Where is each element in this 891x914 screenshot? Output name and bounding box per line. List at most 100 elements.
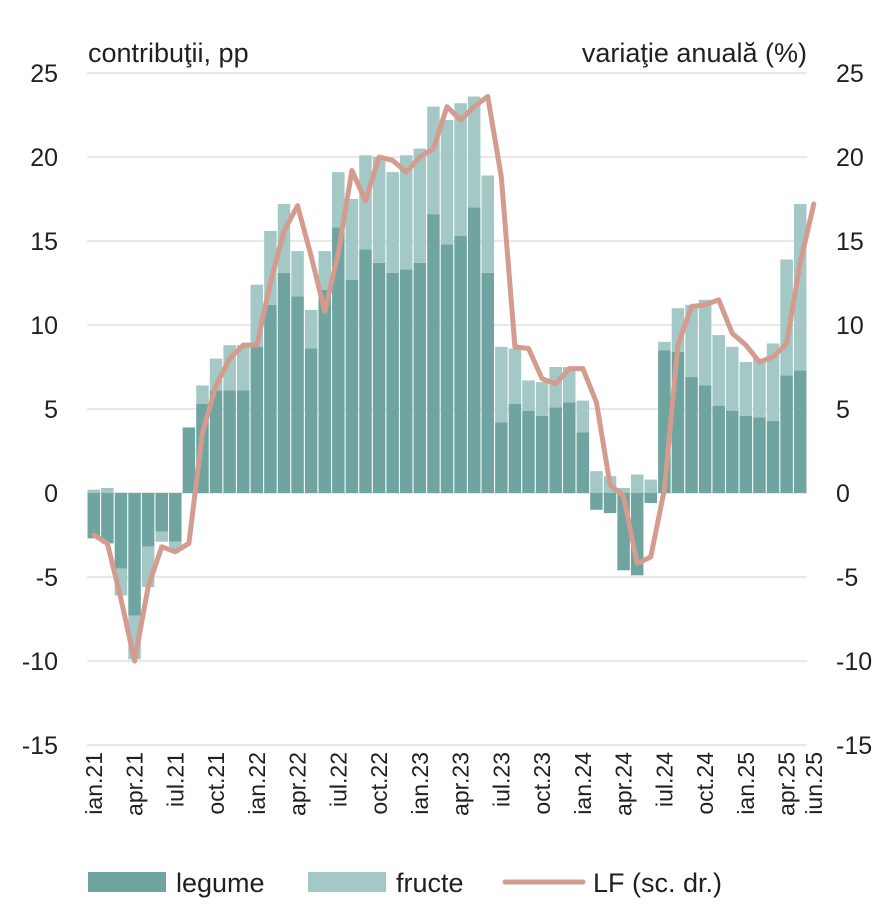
bar-fructe <box>291 251 304 297</box>
line-point <box>268 281 272 285</box>
bar-legume <box>250 346 264 493</box>
bar-legume <box>753 417 766 493</box>
bar-fructe <box>576 400 590 433</box>
x-tick-label: oct.22 <box>366 752 392 815</box>
bar-legume <box>427 214 440 493</box>
line-point <box>350 168 354 173</box>
bar-fructe <box>87 489 101 493</box>
bar-fructe <box>522 380 535 411</box>
line-point <box>458 118 463 122</box>
x-tick-label: ian.23 <box>407 752 433 815</box>
bar-legume <box>114 493 128 569</box>
x-tick-label: ian.21 <box>81 752 107 815</box>
bar-legume <box>440 244 454 493</box>
line-point <box>431 147 436 151</box>
x-tick-label: apr.21 <box>122 752 148 816</box>
line-point <box>730 331 734 335</box>
line-point <box>662 488 666 492</box>
bar-legume <box>359 249 372 493</box>
y-axis-right: 25 20 15 10 5 0 -5 -10 -15 <box>836 60 872 760</box>
y-axis-left: 25 20 15 10 5 0 -5 -10 -15 <box>22 60 58 760</box>
bar-legume <box>400 269 413 493</box>
y-tick-label-right: 20 <box>836 144 864 172</box>
y-tick-label-right: -15 <box>836 732 872 760</box>
line-point <box>798 261 802 265</box>
bar-fructe <box>481 175 495 273</box>
bar-fructe <box>712 335 725 406</box>
bar-legume <box>739 415 753 493</box>
bar-fructe <box>345 199 359 280</box>
bar-legume <box>726 410 739 493</box>
line-point <box>486 94 490 99</box>
line-point <box>241 343 245 347</box>
bar-legume <box>101 493 114 544</box>
y-tick-label-right: 15 <box>836 228 864 256</box>
bar-fructe <box>427 106 440 215</box>
bar-legume <box>169 493 182 542</box>
bar-fructe <box>196 385 209 404</box>
bar-legume <box>467 207 481 493</box>
x-tick-label: iul.23 <box>488 752 514 807</box>
bar-legume <box>372 262 386 493</box>
line-point <box>228 357 232 361</box>
bar-legume <box>345 279 359 493</box>
bar-legume <box>182 427 196 493</box>
bar-fructe <box>467 96 481 208</box>
bar-legume <box>413 262 427 493</box>
legend-swatch-legume <box>88 872 166 892</box>
line-point <box>377 155 381 159</box>
x-tick-label: ian.22 <box>244 752 270 815</box>
line-point <box>757 360 762 364</box>
line-point <box>513 345 517 349</box>
y-tick-label-right: 5 <box>836 396 850 424</box>
line-point <box>540 377 544 381</box>
bar-legume <box>576 432 590 493</box>
bar-fructe <box>372 157 386 263</box>
bar-legume <box>291 296 304 493</box>
legend-label: fructe <box>396 868 464 898</box>
bar-legume <box>454 235 467 493</box>
line-point <box>295 204 300 208</box>
bar-fructe <box>739 361 753 416</box>
line-point <box>472 105 476 109</box>
line-point <box>676 343 680 347</box>
bar-legume <box>141 493 155 547</box>
bar-fructe <box>454 103 467 236</box>
bar-fructe <box>400 155 413 270</box>
bar-fructe <box>698 299 712 386</box>
line-point <box>581 367 585 371</box>
line-point <box>173 550 177 554</box>
bar-legume <box>698 385 712 493</box>
bar-fructe <box>535 382 549 416</box>
right-axis-title: variaţie anuală (%) <box>582 38 807 68</box>
bar-legume <box>223 390 236 493</box>
line-point <box>132 659 137 663</box>
line-point <box>499 175 503 179</box>
bar-legume <box>766 420 780 493</box>
line-point <box>309 254 313 258</box>
bar-legume <box>508 403 522 493</box>
x-tick-label: apr.22 <box>285 752 311 816</box>
line-point <box>689 304 694 309</box>
line-point <box>594 400 599 404</box>
bar-legume <box>495 422 508 493</box>
bar-legume <box>590 493 603 510</box>
bar-fructe <box>101 487 114 493</box>
y-tick-label-left: 15 <box>30 228 58 256</box>
lf-line <box>91 94 817 664</box>
bar-fructe <box>318 251 331 290</box>
y-tick-label-left: -10 <box>22 648 58 676</box>
bar-fructe <box>413 148 427 263</box>
line-point <box>214 383 218 388</box>
y-tick-label-left: -5 <box>36 564 58 592</box>
line-point <box>282 229 286 233</box>
line-point <box>635 561 639 566</box>
x-tick-label: iul.24 <box>651 752 677 807</box>
y-tick-label-right: 25 <box>836 60 864 88</box>
legend: legume fructe LF (sc. dr.) <box>88 868 722 898</box>
y-tick-label-left: 10 <box>30 312 58 340</box>
y-tick-label-right: -10 <box>836 648 872 676</box>
bar-legume <box>155 493 168 532</box>
bar-fructe <box>590 471 603 493</box>
